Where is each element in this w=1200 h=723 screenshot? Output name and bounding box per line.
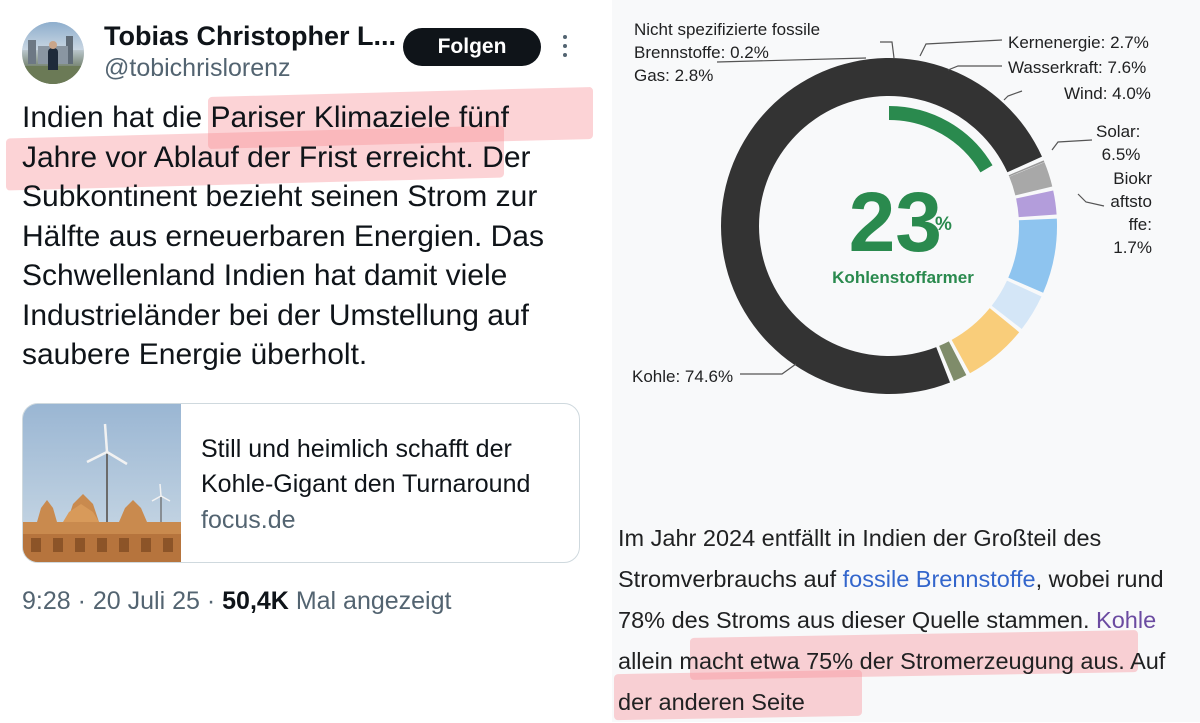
view-count: 50,4K (222, 587, 289, 615)
avatar[interactable] (22, 22, 84, 84)
wiki-paragraph: Im Jahr 2024 entfällt in Indien der Groß… (618, 518, 1190, 723)
label-fossil-line2: Brennstoffe: 0.2% (634, 43, 769, 62)
tweet-meta: 9:28 · 20 Juli 25 · 50,4K Mal angezeigt (22, 587, 452, 615)
tweet-text: Indien hat die Pariser Klimaziele fünf J… (22, 98, 587, 375)
low-carbon-arc (888, 106, 993, 173)
link-kohle[interactable]: Kohle (1096, 607, 1157, 633)
label-bio-line3: ffe: (1128, 215, 1152, 234)
label-fossil-line1: Nicht spezifizierte fossile (634, 20, 821, 39)
label-biokraftstoffe: Biokr aftsto ffe: 1.7% (1104, 167, 1152, 259)
segment-kernenergie (1016, 190, 1057, 218)
label-kernenergie: Kernenergie: 2.7% (1008, 33, 1149, 52)
tweet-date[interactable]: 20 Juli 25 (92, 587, 200, 615)
tweet-text-highlight: Pariser Klimaziele fünf Jahre vor Ablauf… (22, 101, 509, 174)
follow-button[interactable]: Folgen (403, 28, 541, 66)
label-solar-line1: Solar: (1096, 122, 1141, 141)
link-fossile-brennstoffe[interactable]: fossile Brennstoffe (842, 566, 1036, 592)
label-gas: Gas: 2.8% (634, 66, 714, 85)
tweet-text-post: . Der Subkontinent bezieht seinen Strom … (22, 140, 544, 372)
author-handle[interactable]: @tobichrislorenz (104, 54, 291, 82)
tweet-text-pre: Indien hat die (22, 101, 211, 134)
label-bio-line1: Biokr (1113, 169, 1152, 188)
segment-solar (951, 308, 1020, 374)
card-domain[interactable]: focus.de (201, 506, 296, 534)
label-fossil-unspecified: Nicht spezifizierte fossile Brennstoffe: … (634, 18, 820, 64)
wind-turbine-temple-image (23, 404, 181, 562)
wiki-text-2: , wobei rund 78% des Stroms aus dieser Q… (618, 566, 1164, 633)
segment-fossil-unspecified (1008, 160, 1045, 177)
label-kohle: Kohle: 74.6% (632, 367, 734, 386)
center-label: Kohlenstoffarmer (832, 268, 974, 287)
label-solar: Solar: 6.5% (1096, 120, 1140, 166)
center-unit: % (935, 214, 952, 235)
author-name[interactable]: Tobias Christopher L... (104, 21, 397, 51)
segment-wind (991, 280, 1042, 329)
label-bio-line4: 1.7% (1113, 238, 1152, 257)
wiki-text-3: allein macht etwa 75% der Stromerzeugung… (618, 648, 1166, 715)
view-label: Mal angezeigt (295, 587, 452, 615)
wiki-text-1: Im Jahr 2024 entfällt in Indien der Groß… (618, 525, 1102, 592)
donut-chart (716, 39, 1105, 395)
segment-biokraftstoffe (939, 341, 967, 381)
card-title[interactable]: Still und heimlich schafft der Kohle-Gig… (201, 435, 531, 498)
segment-wasserkraft (1008, 218, 1057, 293)
tweet-panel: Tobias Christopher L... @tobichrislorenz… (0, 0, 600, 722)
more-options-icon[interactable] (553, 30, 577, 66)
center-value: 23 (848, 175, 942, 269)
card-thumbnail (23, 404, 181, 562)
wiki-panel: Nicht spezifizierte fossile Brennstoffe: … (612, 0, 1200, 722)
link-preview-card[interactable]: Still und heimlich schafft der Kohle-Gig… (22, 403, 580, 563)
tweet-time[interactable]: 9:28 (22, 587, 71, 615)
segment-gas (1009, 162, 1053, 196)
label-solar-line2: 6.5% (1101, 145, 1141, 164)
leader-lines (716, 39, 1105, 375)
label-wasserkraft: Wasserkraft: 7.6% (1008, 58, 1147, 77)
label-bio-line2: aftsto (1110, 192, 1152, 211)
label-wind: Wind: 4.0% (1064, 84, 1151, 103)
